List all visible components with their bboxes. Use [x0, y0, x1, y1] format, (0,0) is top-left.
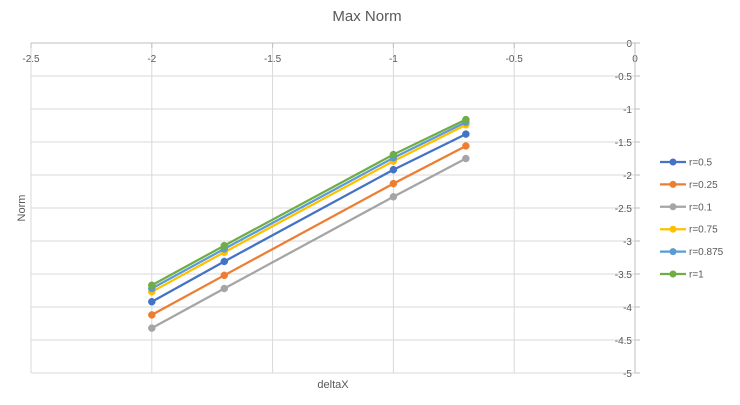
legend-marker	[669, 248, 677, 256]
data-point	[389, 165, 398, 174]
data-point	[462, 154, 470, 163]
legend-item: r=0.5	[660, 158, 713, 169]
legend-item: r=0.875	[660, 247, 724, 258]
data-point	[148, 297, 156, 306]
data-point	[462, 130, 470, 138]
legend-label: r=0.25	[689, 180, 718, 191]
series-r=0.5	[148, 130, 470, 306]
legend-marker	[669, 180, 677, 188]
legend-marker	[669, 158, 677, 166]
data-point	[148, 324, 156, 332]
legend-label: r=1	[689, 270, 704, 281]
data-point	[220, 257, 229, 266]
legend-marker	[669, 203, 677, 211]
y-tick-label: -0.5	[615, 72, 633, 83]
y-tick-label: -4	[623, 303, 632, 314]
data-point	[220, 284, 229, 293]
series-line	[151, 157, 467, 330]
series-line	[151, 144, 467, 316]
x-tick-label: -2	[147, 54, 156, 65]
data-point	[220, 271, 229, 280]
series-line	[151, 123, 467, 293]
x-tick-label: -2.5	[22, 54, 40, 65]
legend-item: r=1	[660, 270, 704, 281]
series-line	[151, 118, 467, 287]
y-tick-label: -2	[623, 171, 632, 182]
data-point	[389, 193, 398, 201]
legend-label: r=0.875	[689, 247, 724, 258]
legend-item: r=0.25	[660, 180, 718, 191]
series-line	[151, 133, 467, 303]
data-point	[462, 142, 470, 150]
data-point	[389, 150, 398, 159]
data-point	[462, 115, 470, 124]
series-line	[151, 121, 467, 290]
legend-label: r=0.1	[689, 202, 713, 213]
data-point	[389, 179, 398, 188]
data-point	[148, 311, 156, 319]
legend-label: r=0.75	[689, 225, 718, 236]
y-tick-label: -3	[623, 237, 632, 248]
y-tick-label: -2.5	[615, 204, 633, 215]
legend-label: r=0.5	[689, 158, 713, 169]
y-tick-label: -1	[623, 105, 632, 116]
y-axis-label: Norm	[16, 195, 28, 222]
y-tick-label: 0	[626, 39, 632, 50]
data-point	[220, 241, 229, 250]
y-tick-label: -3.5	[615, 270, 633, 281]
legend-item: r=0.1	[660, 202, 713, 213]
legend-marker	[669, 270, 677, 278]
legend-marker	[669, 225, 677, 233]
x-axis-label: deltaX	[317, 379, 349, 391]
series-r=1	[148, 115, 470, 289]
series-r=0.875	[148, 118, 470, 293]
chart-title: Max Norm	[332, 8, 401, 25]
legend-item: r=0.75	[660, 225, 718, 236]
y-tick-label: -5	[623, 369, 632, 380]
x-tick-label: -1.5	[264, 54, 282, 65]
y-tick-label: -1.5	[615, 138, 633, 149]
series-r=0.25	[148, 142, 470, 319]
x-tick-label: -0.5	[506, 54, 524, 65]
series-r=0.1	[148, 154, 470, 332]
data-point	[148, 281, 156, 289]
x-tick-label: -1	[389, 54, 398, 65]
y-tick-label: -4.5	[615, 336, 633, 347]
